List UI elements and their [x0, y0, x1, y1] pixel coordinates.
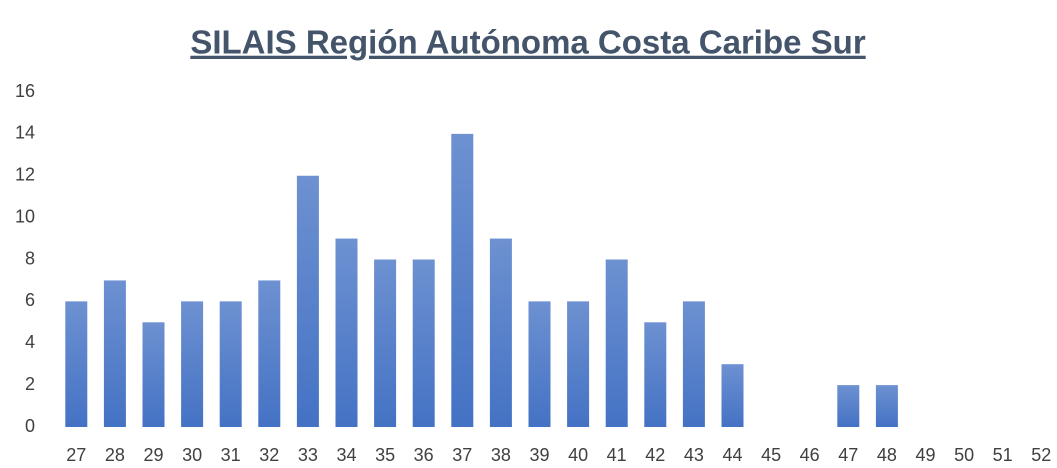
- bar: [721, 364, 744, 427]
- x-tick-label: 30: [182, 445, 202, 465]
- x-tick-label: 35: [375, 445, 395, 465]
- chart-title: SILAIS Región Autónoma Costa Caribe Sur: [190, 24, 865, 61]
- x-tick-label: 31: [221, 445, 241, 465]
- bar: [644, 322, 667, 427]
- x-tick-label: 46: [800, 445, 820, 465]
- bar: [65, 301, 88, 427]
- bar: [335, 238, 358, 427]
- x-tick-label: 28: [105, 445, 125, 465]
- y-tick-label: 2: [25, 374, 35, 394]
- x-tick-label: 37: [452, 445, 472, 465]
- x-tick-label: 36: [414, 445, 434, 465]
- x-tick-label: 48: [877, 445, 897, 465]
- bar: [103, 280, 126, 427]
- y-tick-label: 16: [15, 81, 35, 101]
- x-tick-label: 49: [915, 445, 935, 465]
- x-tick-label: 34: [336, 445, 356, 465]
- y-tick-label: 8: [25, 248, 35, 268]
- x-tick-label: 41: [607, 445, 627, 465]
- bar: [528, 301, 551, 427]
- bar: [374, 259, 397, 427]
- y-tick-label: 14: [15, 123, 35, 143]
- x-tick-label: 50: [954, 445, 974, 465]
- x-tick-label: 27: [66, 445, 86, 465]
- bar: [489, 238, 512, 427]
- bar: [142, 322, 165, 427]
- bar: [296, 175, 319, 427]
- bar: [875, 385, 898, 427]
- bar: [258, 280, 281, 427]
- y-tick-label: 10: [15, 206, 35, 226]
- y-tick-label: 6: [25, 290, 35, 310]
- x-tick-label: 32: [259, 445, 279, 465]
- bar: [412, 259, 435, 427]
- y-tick-label: 4: [25, 332, 35, 352]
- x-tick-label: 42: [645, 445, 665, 465]
- x-tick-label: 40: [568, 445, 588, 465]
- bar: [181, 301, 204, 427]
- bar: [451, 133, 474, 427]
- bar: [837, 385, 860, 427]
- x-tick-label: 45: [761, 445, 781, 465]
- bar: [682, 301, 705, 427]
- x-tick-label: 52: [1031, 445, 1051, 465]
- x-tick-label: 43: [684, 445, 704, 465]
- x-tick-label: 39: [529, 445, 549, 465]
- bar: [567, 301, 590, 427]
- y-tick-label: 12: [15, 165, 35, 185]
- bar: [219, 301, 242, 427]
- x-tick-label: 44: [722, 445, 742, 465]
- x-tick-label: 51: [993, 445, 1013, 465]
- bar: [605, 259, 628, 427]
- x-tick-label: 33: [298, 445, 318, 465]
- x-tick-label: 38: [491, 445, 511, 465]
- y-tick-label: 0: [25, 416, 35, 436]
- x-tick-label: 29: [143, 445, 163, 465]
- x-tick-label: 47: [838, 445, 858, 465]
